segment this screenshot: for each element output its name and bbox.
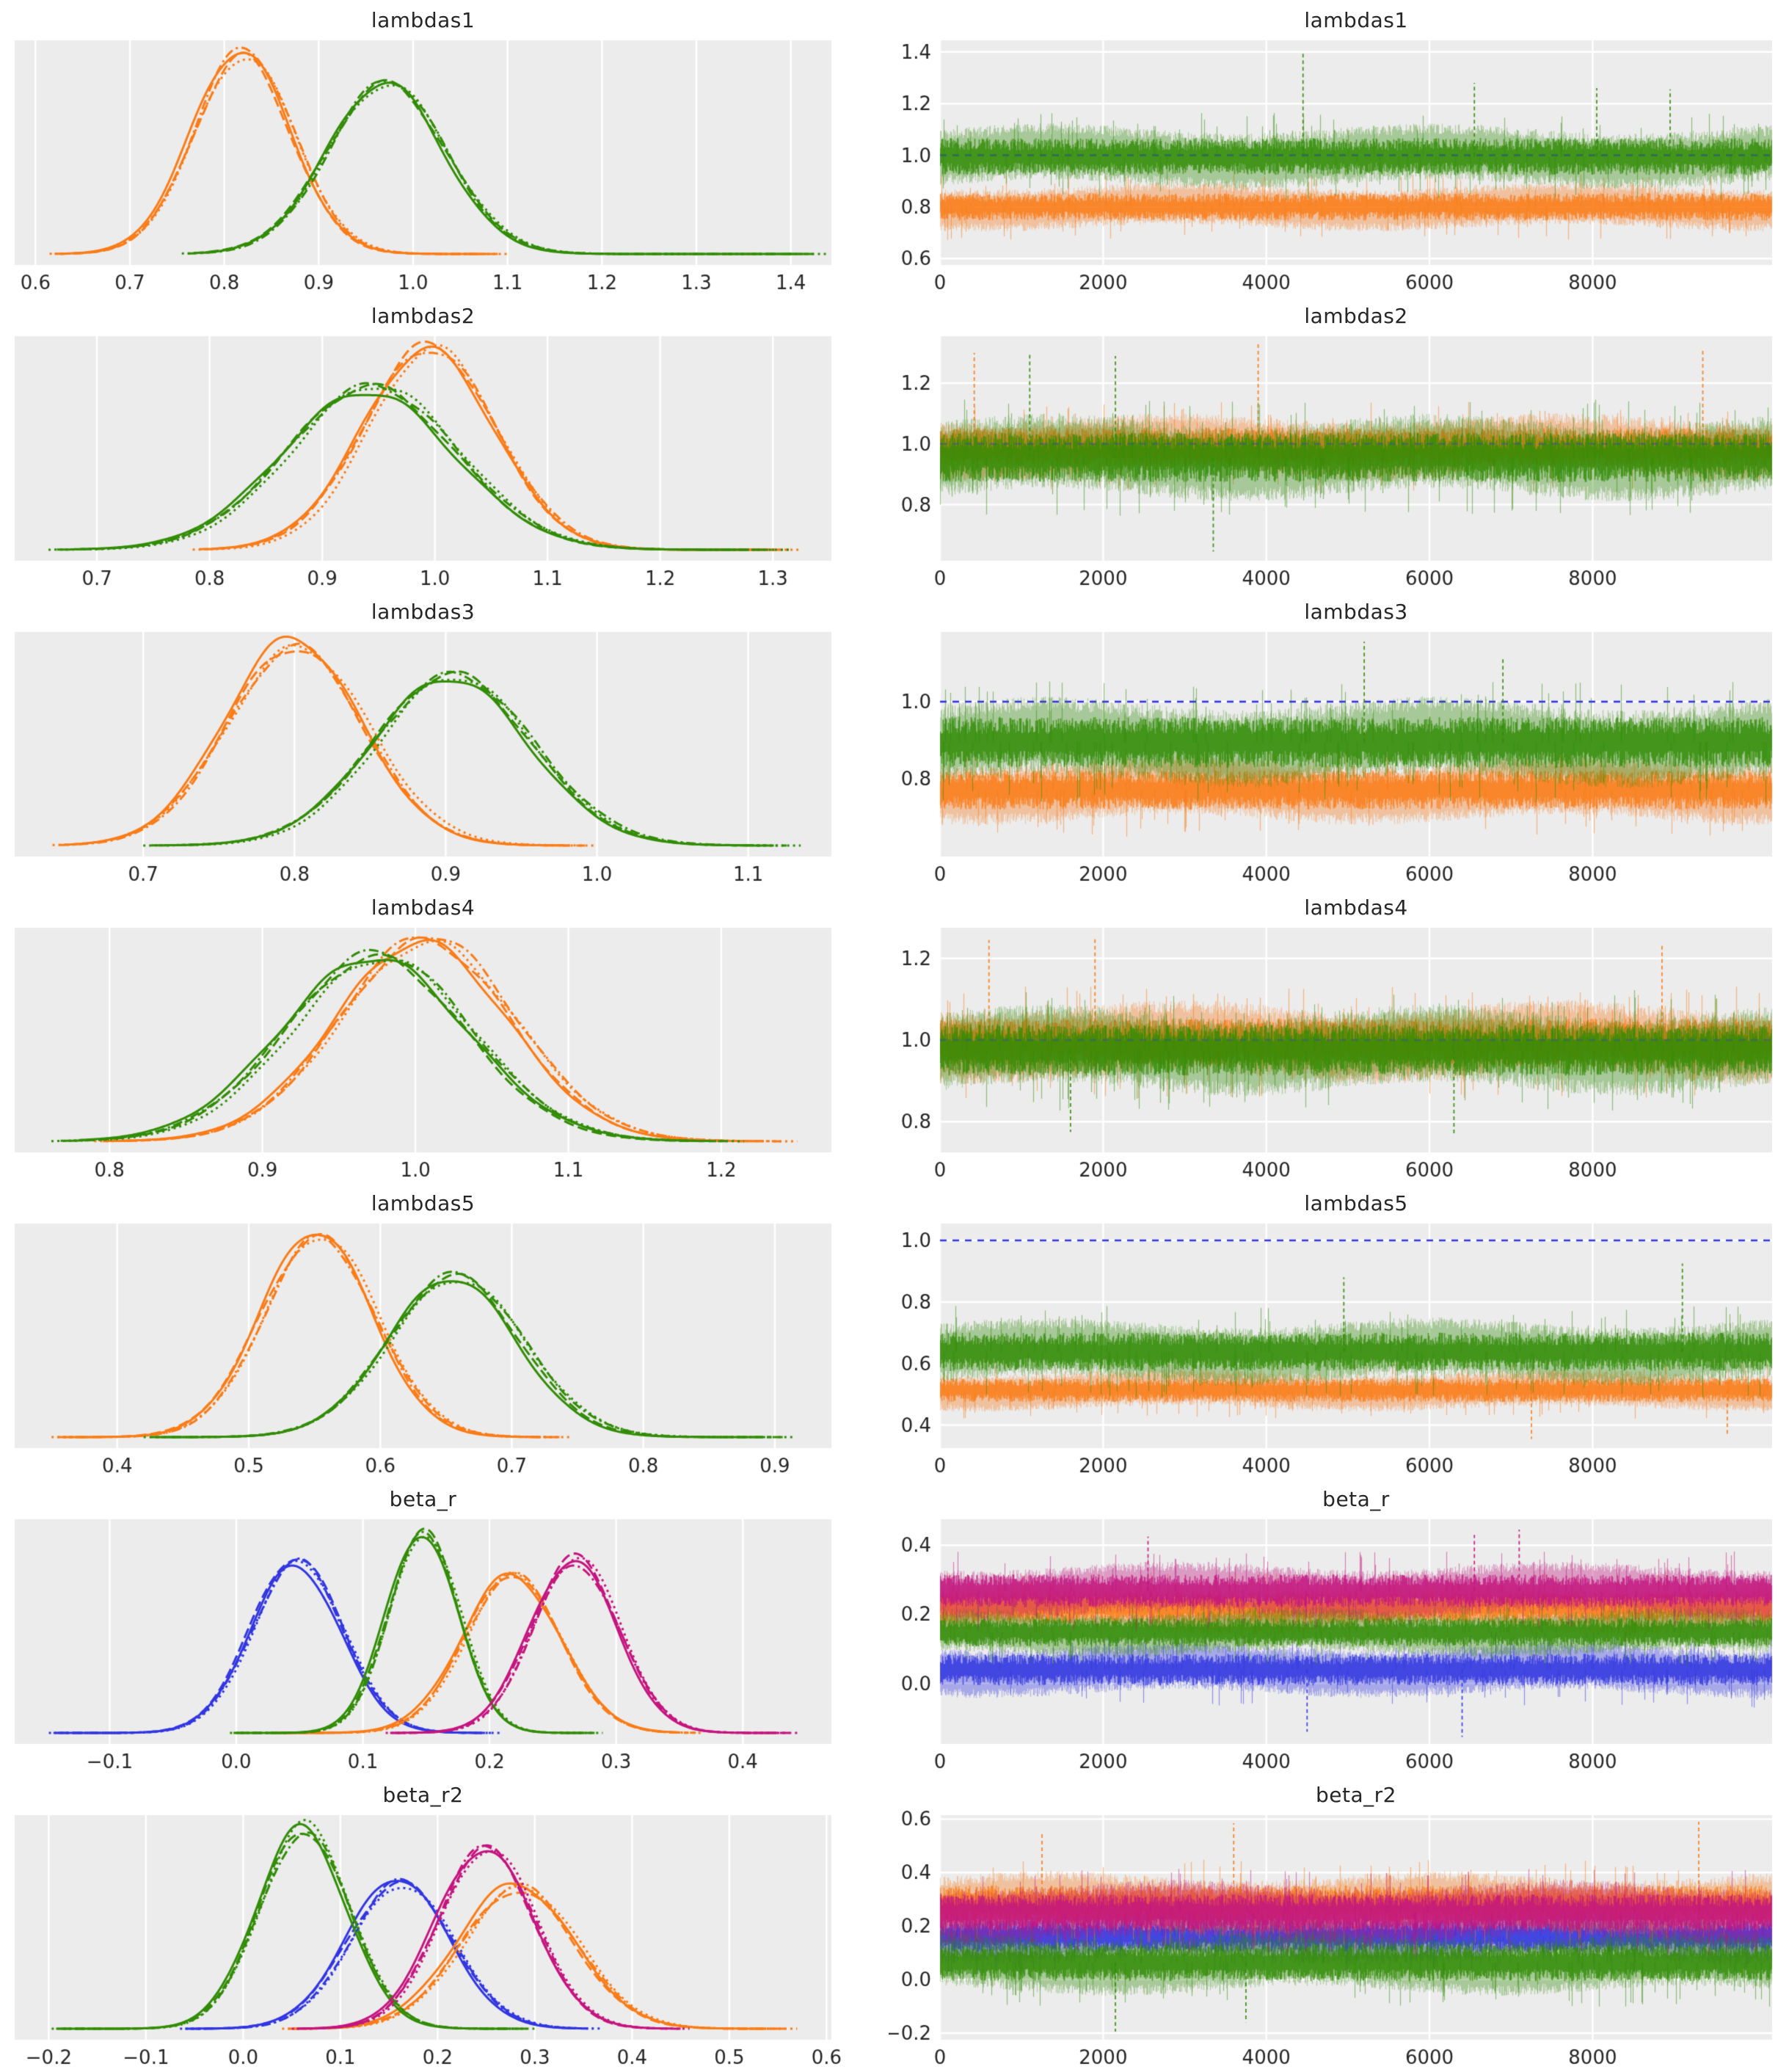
trace-panel-lambdas3 xyxy=(889,592,1778,887)
kde-title: beta_r xyxy=(389,1487,457,1511)
plot-row-lambdas2: lambdas2 lambdas2 xyxy=(0,296,1778,592)
trace-title: beta_r xyxy=(1322,1487,1390,1511)
trace-title: lambdas1 xyxy=(1304,8,1408,32)
plot-row-lambdas1: lambdas1 lambdas1 xyxy=(0,0,1778,296)
kde-panel-lambdas1 xyxy=(0,0,889,296)
kde-panel-beta-r xyxy=(0,1479,889,1775)
kde-panel-lambdas2 xyxy=(0,296,889,592)
plot-row-lambdas4: lambdas4 lambdas4 xyxy=(0,887,1778,1183)
kde-title: lambdas2 xyxy=(371,304,476,328)
plot-row-lambdas3: lambdas3 lambdas3 xyxy=(0,592,1778,887)
trace-title: lambdas3 xyxy=(1304,600,1408,624)
trace-title: lambdas5 xyxy=(1304,1191,1408,1215)
kde-panel-lambdas3 xyxy=(0,592,889,887)
trace-title: beta_r2 xyxy=(1316,1783,1396,1807)
kde-title: lambdas5 xyxy=(371,1191,476,1215)
trace-panel-lambdas1 xyxy=(889,0,1778,296)
kde-title: lambdas4 xyxy=(371,895,476,920)
trace-panel-lambdas5 xyxy=(889,1183,1778,1479)
kde-panel-lambdas4 xyxy=(0,887,889,1183)
trace-title: lambdas2 xyxy=(1304,304,1408,328)
kde-panel-lambdas5 xyxy=(0,1183,889,1479)
trace-panel-lambdas4 xyxy=(889,887,1778,1183)
trace-panel-lambdas2 xyxy=(889,296,1778,592)
kde-title: beta_r2 xyxy=(382,1783,464,1807)
trace-panel-beta-r2 xyxy=(889,1775,1778,2071)
plot-row-beta-r2: beta_r2 beta_r2 xyxy=(0,1775,1778,2071)
plot-row-beta-r: beta_r beta_r xyxy=(0,1479,1778,1775)
kde-title: lambdas1 xyxy=(371,8,476,32)
kde-title: lambdas3 xyxy=(371,600,476,624)
plot-row-lambdas5: lambdas5 lambdas5 xyxy=(0,1183,1778,1479)
trace-panel-beta-r xyxy=(889,1479,1778,1775)
kde-panel-beta-r2 xyxy=(0,1775,889,2071)
trace-title: lambdas4 xyxy=(1304,895,1408,920)
